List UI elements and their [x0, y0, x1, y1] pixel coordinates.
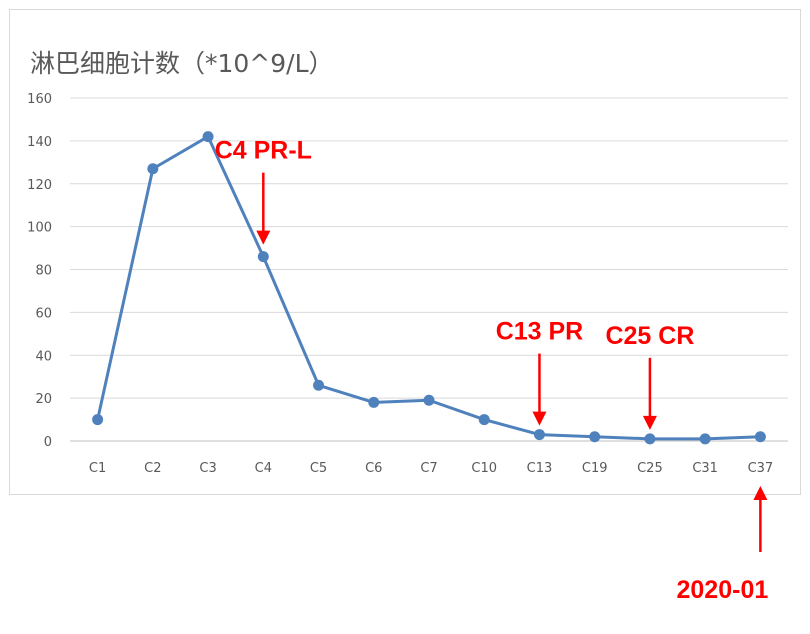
data-point [202, 131, 214, 143]
x-tick-label: C1 [89, 461, 106, 476]
data-point [423, 394, 435, 406]
y-tick-label: 20 [35, 392, 52, 407]
annotation-label: C4 PR-L [215, 137, 312, 165]
x-tick-label: C25 [637, 461, 663, 476]
y-axis-ticks: 0 20 40 60 80 100 120 140 160 [27, 92, 52, 450]
data-point [699, 433, 711, 445]
data-point [589, 431, 601, 443]
y-tick-label: 120 [27, 178, 52, 193]
data-point [644, 433, 656, 445]
chart-title: 淋巴细胞计数（*10^9/L） [30, 49, 334, 78]
data-point [368, 396, 380, 408]
annotation-arrowhead [753, 486, 768, 500]
annotation-arrowhead [256, 230, 271, 245]
x-tick-label: C37 [748, 461, 774, 476]
x-tick-label: C7 [420, 461, 437, 476]
x-tick-label: C31 [692, 461, 718, 476]
data-point [533, 429, 545, 441]
annotation-arrowhead [642, 415, 657, 430]
annotation-arrowhead [532, 411, 547, 426]
x-axis-ticks: C1 C2 C3 C4 C5 C6 C7 C10 C13 C19 C25 C31 C37 [89, 461, 773, 476]
x-tick-label: C5 [310, 461, 327, 476]
annotation-label: C25 CR [605, 322, 694, 350]
series-line-layer [96, 135, 761, 441]
gridlines [70, 97, 788, 442]
chart-area [9, 9, 801, 495]
data-point [313, 379, 325, 391]
y-tick-label: 80 [35, 264, 52, 279]
y-tick-label: 40 [35, 349, 52, 364]
annotation-label: C13 PR [496, 318, 584, 346]
x-tick-label: C10 [471, 461, 497, 476]
x-tick-label: C19 [582, 461, 608, 476]
data-point [478, 414, 490, 426]
y-tick-label: 100 [27, 221, 52, 236]
y-tick-label: 160 [27, 92, 52, 107]
data-point [754, 431, 766, 443]
y-tick-label: 0 [44, 435, 52, 450]
x-tick-label: C4 [255, 461, 272, 476]
annotations: C4 PR-L C13 PR C25 CR 2020-01 [215, 137, 769, 604]
data-point [147, 163, 159, 175]
x-tick-label: C13 [527, 461, 553, 476]
data-points [92, 131, 766, 445]
data-point [92, 414, 104, 426]
annotation-label: 2020-01 [677, 576, 769, 604]
data-point [257, 251, 269, 263]
series-line [96, 135, 761, 441]
y-tick-label: 140 [27, 135, 52, 150]
x-tick-label: C2 [144, 461, 161, 476]
x-tick-label: C6 [365, 461, 382, 476]
x-tick-label: C3 [199, 461, 216, 476]
y-tick-label: 60 [35, 306, 52, 321]
